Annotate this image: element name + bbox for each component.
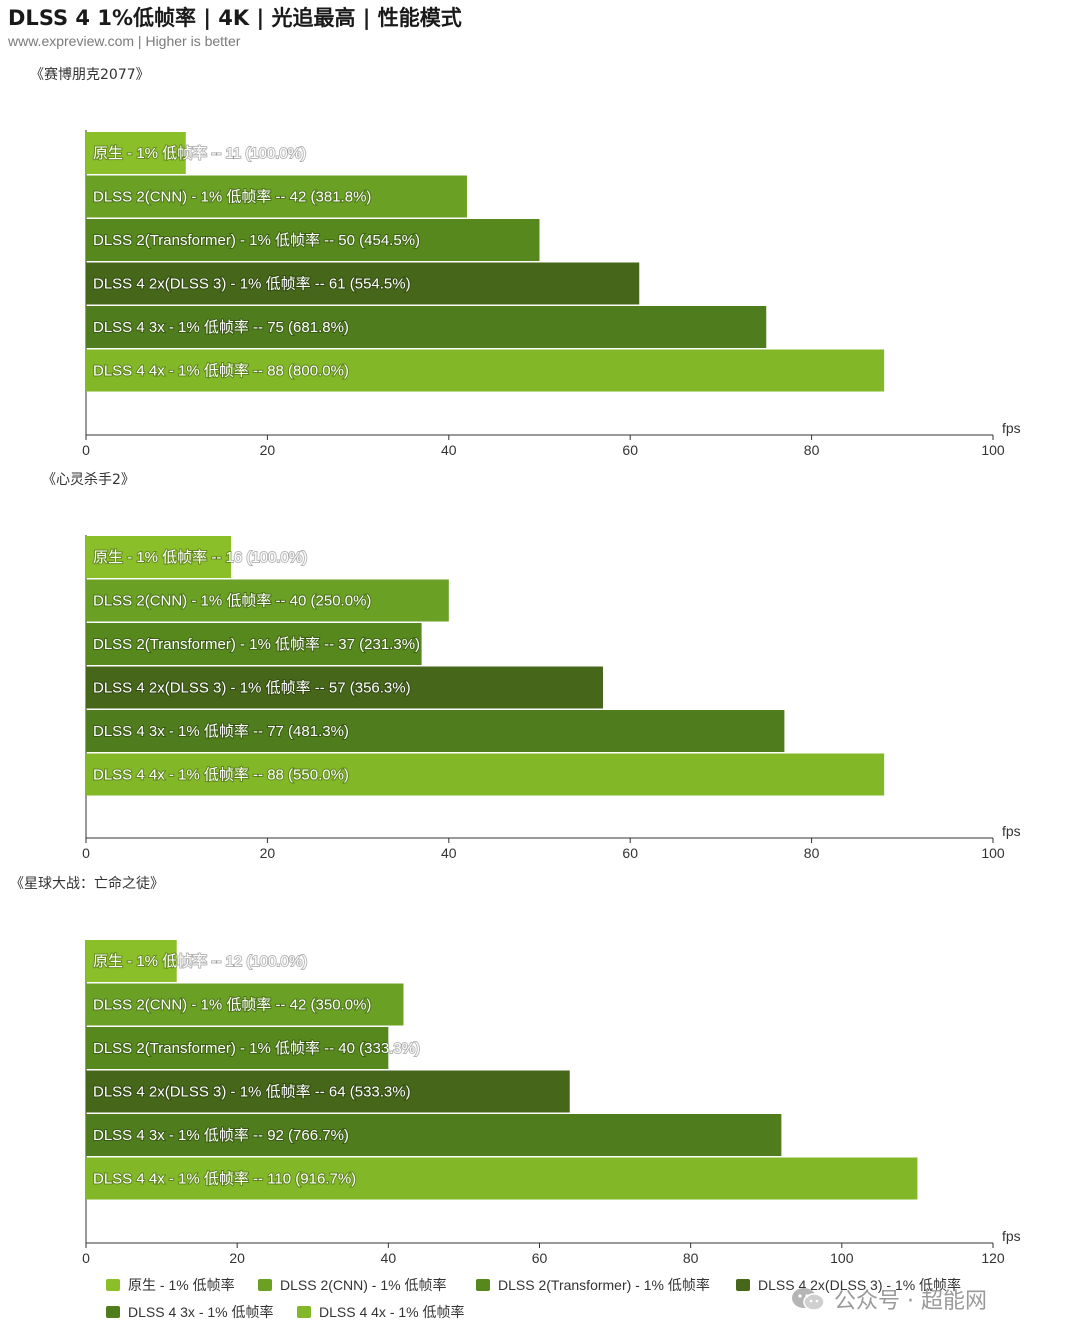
x-tick-label: 20: [229, 1250, 245, 1266]
legend-swatch: [736, 1279, 750, 1291]
bar-label: DLSS 4 2x(DLSS 3) - 1% 低帧率 -- 61 (554.5%…: [93, 276, 411, 293]
bar-label: DLSS 2(Transformer) - 1% 低帧率 -- 37 (231.…: [93, 636, 420, 653]
panel-title: 《星球大战：亡命之徒》: [10, 875, 164, 892]
bar-label: 原生 - 1% 低帧率 -- 11 (100.0%): [93, 145, 306, 162]
x-tick-label: 40: [441, 442, 457, 458]
x-tick-label: 0: [82, 442, 90, 458]
bar: [86, 219, 540, 261]
x-tick-label: 80: [804, 845, 820, 861]
bar-label: DLSS 4 2x(DLSS 3) - 1% 低帧率 -- 57 (356.3%…: [93, 680, 411, 697]
bar: [86, 579, 449, 622]
x-tick-label: 40: [381, 1250, 397, 1266]
bar: [86, 983, 404, 1026]
x-tick-label: 20: [260, 442, 276, 458]
bar-label: DLSS 2(CNN) - 1% 低帧率 -- 42 (381.8%): [93, 189, 371, 206]
chart-panel-2: 《心灵杀手2》 0 20 40 60 80 100 fps 原生 - 1% 低帧率 -- 16 …: [42, 472, 1021, 861]
watermark-text: 公众号 · 超能网: [834, 1289, 987, 1314]
bar: [86, 1070, 570, 1113]
watermark: 公众号 · 超能网: [790, 1283, 987, 1315]
legend-swatch: [476, 1279, 490, 1291]
x-tick-label: 80: [683, 1250, 699, 1266]
legend-label: DLSS 4 3x - 1% 低帧率: [128, 1304, 274, 1320]
legend-swatch: [297, 1306, 311, 1318]
legend-swatch: [106, 1306, 120, 1318]
bar: [86, 1157, 918, 1200]
legend-label: DLSS 4 4x - 1% 低帧率: [319, 1304, 465, 1320]
chart-title: DLSS 4 1%低帧率 | 4K | 光追最高 | 性能模式: [8, 6, 462, 30]
x-tick-label: 0: [82, 1250, 90, 1266]
bar-label: DLSS 4 2x(DLSS 3) - 1% 低帧率 -- 64 (533.3%…: [93, 1084, 411, 1101]
chart-subtitle: www.expreview.com | Higher is better: [8, 33, 241, 49]
x-tick-label: 60: [622, 845, 638, 861]
bar-label: DLSS 4 3x - 1% 低帧率 -- 75 (681.8%): [93, 319, 349, 336]
x-tick-label: 60: [622, 442, 638, 458]
bar: [86, 1114, 782, 1156]
bar-label: 原生 - 1% 低帧率 -- 12 (100.0%): [93, 953, 307, 970]
bar-label: DLSS 4 4x - 1% 低帧率 -- 88 (800.0%): [93, 363, 349, 380]
panel-title: 《赛博朋克2077》: [30, 66, 150, 83]
bar: [86, 666, 603, 709]
x-tick-label: 40: [441, 845, 457, 861]
wechat-icon: [792, 1288, 825, 1311]
legend: 原生 - 1% 低帧率 DLSS 2(CNN) - 1% 低帧率 DLSS 2(Tr…: [106, 1277, 961, 1320]
bar: [86, 753, 885, 796]
bar-label: DLSS 2(CNN) - 1% 低帧率 -- 40 (250.0%): [93, 593, 371, 610]
legend-label: 原生 - 1% 低帧率: [128, 1277, 235, 1293]
bar: [86, 710, 785, 752]
x-tick-label: 80: [804, 442, 820, 458]
bar-label: DLSS 2(Transformer) - 1% 低帧率 -- 50 (454.…: [93, 232, 420, 249]
x-tick-label: 120: [981, 1250, 1005, 1266]
legend-swatch: [106, 1279, 120, 1291]
bar: [86, 536, 232, 578]
x-axis-unit: fps: [1002, 420, 1021, 436]
x-axis-unit: fps: [1002, 823, 1021, 839]
bar: [86, 623, 422, 665]
x-tick-label: 60: [532, 1250, 548, 1266]
bar-label: DLSS 4 4x - 1% 低帧率 -- 88 (550.0%): [93, 767, 349, 784]
bar-label: DLSS 4 4x - 1% 低帧率 -- 110 (916.7%): [93, 1171, 356, 1188]
bar-label: DLSS 4 3x - 1% 低帧率 -- 77 (481.3%): [93, 723, 349, 740]
legend-label: DLSS 2(Transformer) - 1% 低帧率: [498, 1277, 710, 1293]
bar: [86, 349, 885, 392]
panel-title: 《心灵杀手2》: [42, 472, 135, 488]
legend-swatch: [258, 1279, 272, 1291]
chart-panel-1: 《赛博朋克2077》 0 20 40 60 80 100 fps 原生 - 1% 低帧率 -- …: [30, 66, 1021, 458]
bar: [86, 306, 767, 348]
chart-panel-3: 《星球大战：亡命之徒》 0 20 40 60 80 100 120 fps 原生 - 1% 低帧率…: [10, 875, 1021, 1266]
bar: [86, 175, 467, 218]
bar: [86, 262, 640, 305]
x-tick-label: 20: [260, 845, 276, 861]
legend-label: DLSS 2(CNN) - 1% 低帧率: [280, 1277, 446, 1293]
bar-label: DLSS 2(CNN) - 1% 低帧率 -- 42 (350.0%): [93, 997, 371, 1014]
x-axis-unit: fps: [1002, 1228, 1021, 1244]
bar: [86, 1027, 389, 1069]
x-tick-label: 100: [981, 442, 1005, 458]
x-tick-label: 100: [830, 1250, 854, 1266]
bar: [86, 132, 186, 174]
x-tick-label: 100: [981, 845, 1005, 861]
bar-label: DLSS 2(Transformer) - 1% 低帧率 -- 40 (333.…: [93, 1040, 420, 1057]
bar: [86, 940, 177, 982]
bar-label: DLSS 4 3x - 1% 低帧率 -- 92 (766.7%): [93, 1127, 349, 1144]
x-tick-label: 0: [82, 845, 90, 861]
bar-label: 原生 - 1% 低帧率 -- 16 (100.0%): [93, 549, 307, 566]
